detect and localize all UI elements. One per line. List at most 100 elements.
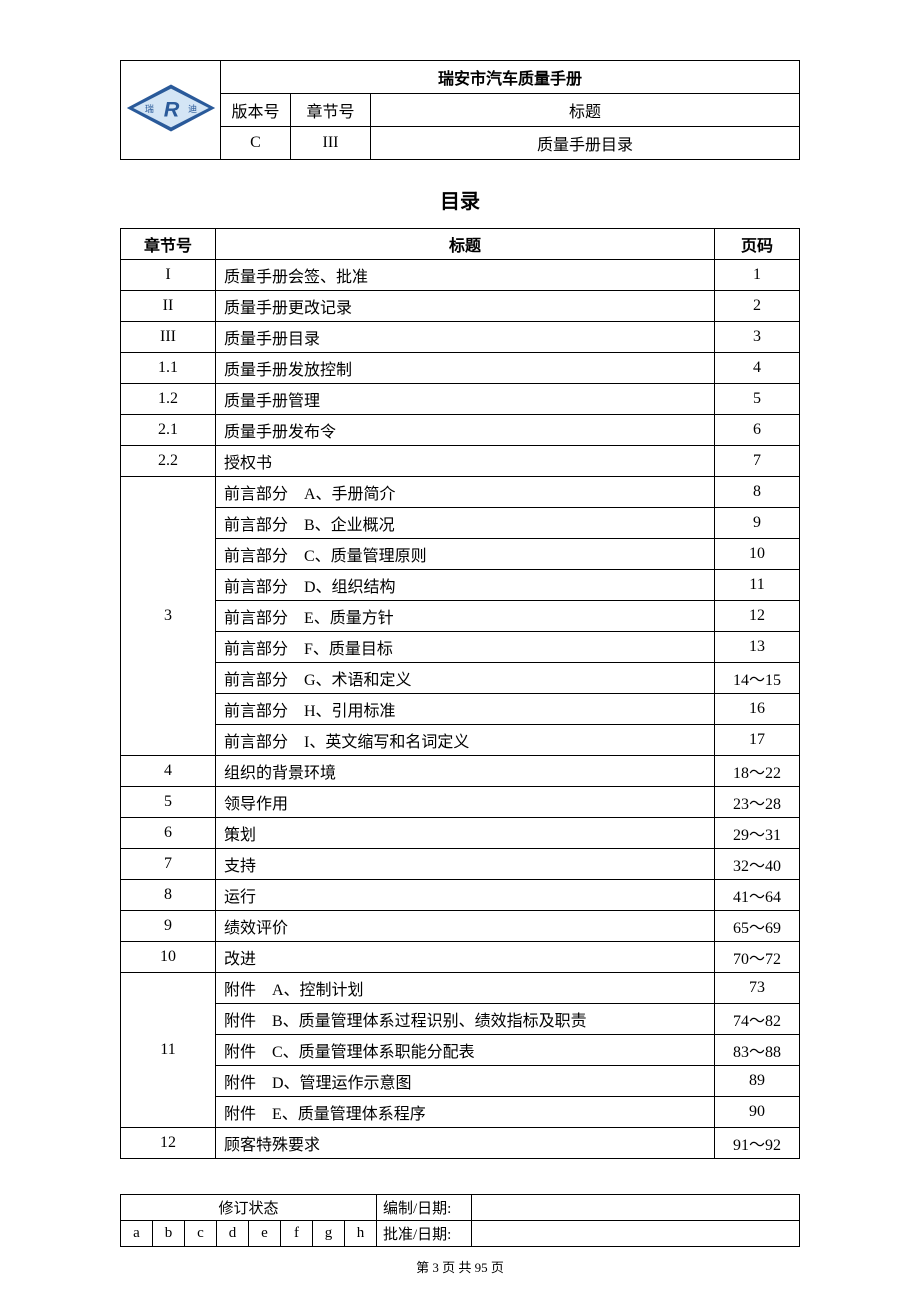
toc-body: I质量手册会签、批准1II质量手册更改记录2III质量手册目录31.1质量手册发…: [121, 260, 800, 1159]
toc-head-chapter: 章节号: [121, 229, 216, 260]
toc-chapter: 8: [121, 880, 216, 911]
toc-page: 23～28: [715, 787, 800, 818]
toc-row: 3前言部分 A、手册简介8: [121, 477, 800, 508]
toc-row: 附件 C、质量管理体系职能分配表83～88: [121, 1035, 800, 1066]
toc-page: 29～31: [715, 818, 800, 849]
toc-head-page: 页码: [715, 229, 800, 260]
toc-title: 质量手册发放控制: [216, 353, 715, 384]
toc-row: 前言部分 B、企业概况9: [121, 508, 800, 539]
toc-page: 41～64: [715, 880, 800, 911]
toc-title: 前言部分 F、质量目标: [216, 632, 715, 663]
toc-title: 支持: [216, 849, 715, 880]
toc-page: 7: [715, 446, 800, 477]
header-table: 瑞 迪 R 瑞安市汽车质量手册 版本号 章节号 标题 C III 质量手册目录: [120, 60, 800, 160]
toc-chapter: 6: [121, 818, 216, 849]
prepared-label: 编制/日期:: [377, 1195, 472, 1221]
footer-table: 修订状态 编制/日期: a b c d e f g h 批准/日期:: [120, 1194, 800, 1247]
toc-row: III质量手册目录3: [121, 322, 800, 353]
toc-page: 17: [715, 725, 800, 756]
toc-page: 13: [715, 632, 800, 663]
toc-row: 1.1质量手册发放控制4: [121, 353, 800, 384]
toc-page: 32～40: [715, 849, 800, 880]
toc-chapter: 7: [121, 849, 216, 880]
toc-chapter: 1.2: [121, 384, 216, 415]
chapter-value: III: [291, 127, 371, 160]
logo-diamond-icon: 瑞 迪 R: [126, 83, 216, 133]
toc-row: 前言部分 I、英文缩写和名词定义17: [121, 725, 800, 756]
title-label: 标题: [371, 94, 800, 127]
toc-row: 8运行41～64: [121, 880, 800, 911]
toc-page: 70～72: [715, 942, 800, 973]
toc-title: 前言部分 C、质量管理原则: [216, 539, 715, 570]
page-number: 第 3 页 共 95 页: [120, 1257, 800, 1276]
toc-row: 9绩效评价65～69: [121, 911, 800, 942]
toc-chapter: 10: [121, 942, 216, 973]
toc-row: 前言部分 H、引用标准16: [121, 694, 800, 725]
toc-page: 12: [715, 601, 800, 632]
toc-title: 质量手册会签、批准: [216, 260, 715, 291]
toc-title: 组织的背景环境: [216, 756, 715, 787]
version-value: C: [221, 127, 291, 160]
toc-row: 附件 D、管理运作示意图89: [121, 1066, 800, 1097]
rev-letter: g: [313, 1221, 345, 1247]
toc-title: 策划: [216, 818, 715, 849]
toc-page: 91～92: [715, 1128, 800, 1159]
toc-page: 6: [715, 415, 800, 446]
approved-value: [472, 1221, 800, 1247]
toc-title: 前言部分 G、术语和定义: [216, 663, 715, 694]
toc-chapter: II: [121, 291, 216, 322]
toc-title: 附件 D、管理运作示意图: [216, 1066, 715, 1097]
toc-row: 4组织的背景环境18～22: [121, 756, 800, 787]
toc-title: 顾客特殊要求: [216, 1128, 715, 1159]
toc-row: 前言部分 C、质量管理原则10: [121, 539, 800, 570]
toc-row: II质量手册更改记录2: [121, 291, 800, 322]
toc-title: 质量手册发布令: [216, 415, 715, 446]
toc-chapter: 5: [121, 787, 216, 818]
doc-title: 瑞安市汽车质量手册: [221, 61, 800, 94]
toc-title: 改进: [216, 942, 715, 973]
toc-title: 前言部分 E、质量方针: [216, 601, 715, 632]
toc-chapter: 2.1: [121, 415, 216, 446]
rev-letter: b: [153, 1221, 185, 1247]
toc-page: 1: [715, 260, 800, 291]
rev-letter: f: [281, 1221, 313, 1247]
toc-page: 16: [715, 694, 800, 725]
toc-chapter: 9: [121, 911, 216, 942]
toc-title: 附件 C、质量管理体系职能分配表: [216, 1035, 715, 1066]
rev-letter: d: [217, 1221, 249, 1247]
toc-title: 领导作用: [216, 787, 715, 818]
version-label: 版本号: [221, 94, 291, 127]
toc-chapter: 4: [121, 756, 216, 787]
revision-title: 修订状态: [121, 1195, 377, 1221]
toc-row: 附件 B、质量管理体系过程识别、绩效指标及职责74～82: [121, 1004, 800, 1035]
toc-row: I质量手册会签、批准1: [121, 260, 800, 291]
toc-row: 2.2授权书7: [121, 446, 800, 477]
toc-chapter: 2.2: [121, 446, 216, 477]
toc-title: 前言部分 B、企业概况: [216, 508, 715, 539]
toc-row: 前言部分 F、质量目标13: [121, 632, 800, 663]
title-value: 质量手册目录: [371, 127, 800, 160]
toc-chapter: 11: [121, 973, 216, 1128]
toc-chapter: I: [121, 260, 216, 291]
toc-page: 11: [715, 570, 800, 601]
toc-chapter: 1.1: [121, 353, 216, 384]
prepared-value: [472, 1195, 800, 1221]
logo-left-text: 瑞: [144, 103, 153, 114]
toc-page: 4: [715, 353, 800, 384]
toc-title: 前言部分 D、组织结构: [216, 570, 715, 601]
toc-head-title: 标题: [216, 229, 715, 260]
toc-page: 5: [715, 384, 800, 415]
toc-page: 65～69: [715, 911, 800, 942]
rev-letter: c: [185, 1221, 217, 1247]
toc-title: 前言部分 A、手册简介: [216, 477, 715, 508]
toc-title: 授权书: [216, 446, 715, 477]
toc-row: 10改进70～72: [121, 942, 800, 973]
toc-title: 附件 E、质量管理体系程序: [216, 1097, 715, 1128]
toc-title: 前言部分 H、引用标准: [216, 694, 715, 725]
toc-page: 9: [715, 508, 800, 539]
toc-chapter: III: [121, 322, 216, 353]
logo-cell: 瑞 迪 R: [121, 61, 221, 160]
logo-right-text: 迪: [188, 103, 197, 114]
toc-page: 74～82: [715, 1004, 800, 1035]
toc-title: 附件 B、质量管理体系过程识别、绩效指标及职责: [216, 1004, 715, 1035]
